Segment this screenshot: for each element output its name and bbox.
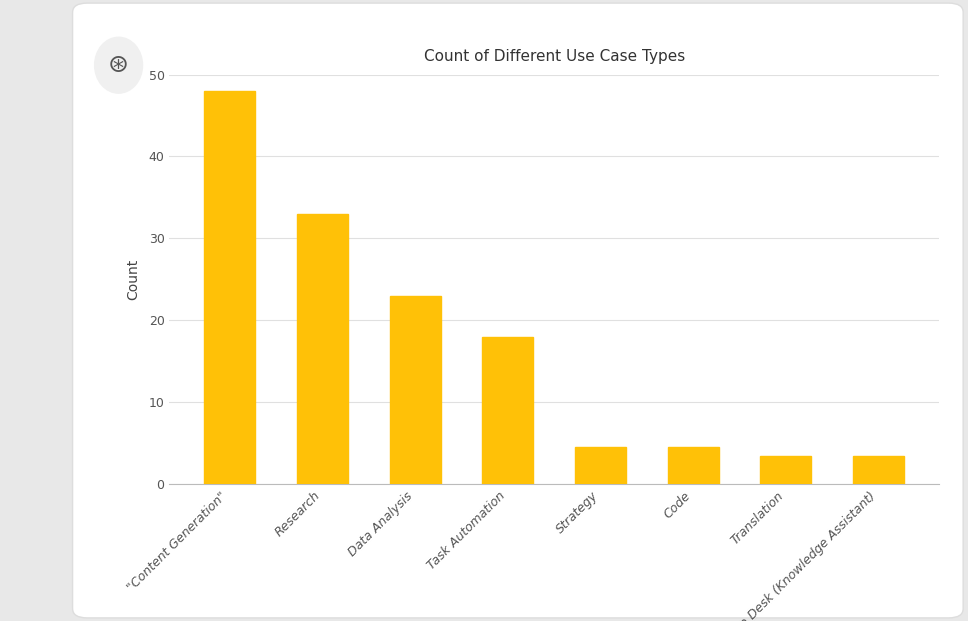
Text: Count Of Different Use Case Types: Count Of Different Use Case Types: [140, 56, 519, 75]
Y-axis label: Count: Count: [126, 259, 140, 300]
Text: ⛶: ⛶: [760, 58, 770, 73]
Bar: [482, 337, 533, 484]
Text: ⊛: ⊛: [108, 53, 129, 77]
Text: ⬇: ⬇: [835, 58, 849, 73]
Circle shape: [95, 37, 142, 93]
Bar: [853, 456, 904, 484]
Bar: [668, 448, 718, 484]
Bar: [204, 91, 256, 484]
Bar: [575, 448, 626, 484]
Bar: [390, 296, 440, 484]
Text: ⤢: ⤢: [881, 58, 891, 73]
Bar: [760, 456, 811, 484]
Text: ⇅: ⇅: [797, 58, 810, 73]
Bar: [297, 214, 348, 484]
Title: Count of Different Use Case Types: Count of Different Use Case Types: [424, 48, 684, 63]
